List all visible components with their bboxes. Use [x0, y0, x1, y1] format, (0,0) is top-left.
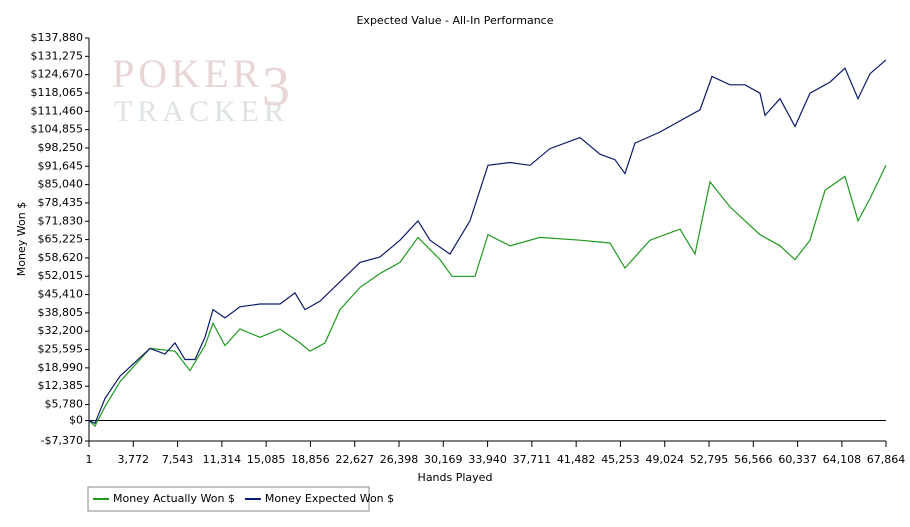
y-tick-label: $91,645: [38, 159, 84, 172]
watermark: TRACKER: [114, 95, 289, 128]
x-tick-label: 1: [86, 453, 93, 466]
watermark: POKER: [112, 51, 263, 96]
y-tick-label: $71,830: [38, 214, 84, 227]
y-tick-label: $124,670: [31, 68, 84, 81]
y-tick-label: $45,410: [38, 288, 84, 301]
y-tick-label: $58,620: [38, 251, 84, 264]
y-tick-label: $111,460: [31, 104, 84, 117]
x-tick-label: 22,627: [335, 453, 374, 466]
x-tick-label: 52,795: [690, 453, 729, 466]
x-tick-label: 30,169: [424, 453, 463, 466]
x-tick-label: 11,314: [203, 453, 242, 466]
y-tick-label: -$7,370: [41, 434, 83, 447]
x-tick-label: 41,482: [557, 453, 596, 466]
y-tick-label: $18,990: [38, 361, 84, 374]
y-axis-label: Money Won $: [15, 202, 28, 276]
legend-label: Money Actually Won $: [113, 492, 235, 505]
y-tick-label: $0: [69, 414, 83, 427]
y-tick-label: $38,805: [38, 306, 84, 319]
y-tick-label: $52,015: [38, 269, 84, 282]
chart-title: Expected Value - All-In Performance: [356, 14, 553, 27]
x-tick-label: 26,398: [380, 453, 419, 466]
x-tick-label: 64,108: [823, 453, 862, 466]
y-tick-label: $78,435: [38, 196, 84, 209]
legend-box: [87, 486, 370, 512]
y-tick-label: $137,880: [31, 31, 84, 44]
y-tick-label: $118,065: [31, 86, 84, 99]
x-tick-label: 18,856: [291, 453, 330, 466]
y-tick-label: $98,250: [38, 141, 84, 154]
y-tick-label: $65,225: [38, 233, 84, 246]
y-tick-label: $5,780: [45, 398, 84, 411]
series-line: [88, 59, 887, 425]
x-tick-label: 45,253: [601, 453, 640, 466]
y-tick-label: $32,200: [38, 324, 84, 337]
watermark: 3: [262, 56, 294, 118]
y-tick-label: $12,385: [38, 379, 84, 392]
y-tick-label: $85,040: [38, 178, 84, 191]
x-tick-label: 60,337: [778, 453, 817, 466]
x-tick-label: 56,566: [734, 453, 773, 466]
series-line: [88, 165, 887, 428]
x-axis-label: Hands Played: [418, 471, 493, 484]
x-tick-label: 3,772: [118, 453, 150, 466]
x-tick-label: 15,085: [247, 453, 286, 466]
y-tick-label: $25,595: [38, 343, 84, 356]
y-tick-label: $104,855: [31, 123, 84, 136]
y-tick-label: $131,275: [31, 49, 84, 62]
x-tick-label: 49,024: [645, 453, 684, 466]
x-tick-label: 7,543: [162, 453, 194, 466]
legend-label: Money Expected Won $: [265, 492, 394, 505]
x-tick-label: 67,864: [867, 453, 906, 466]
x-tick-label: 37,711: [513, 453, 552, 466]
x-tick-label: 33,940: [468, 453, 507, 466]
